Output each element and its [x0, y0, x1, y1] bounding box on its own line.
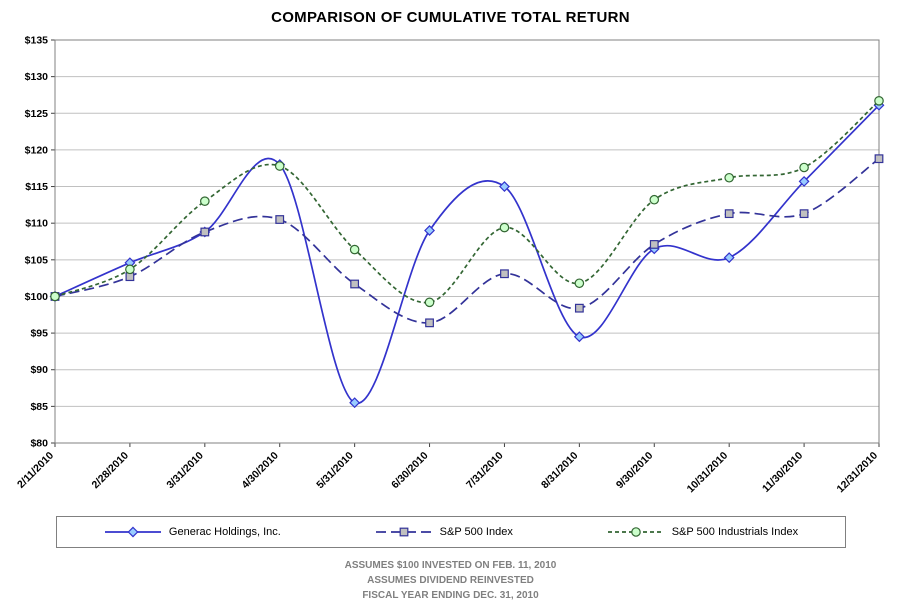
- y-tick-label: $105: [25, 254, 49, 266]
- y-tick-label: $130: [25, 71, 49, 83]
- legend-sample: [607, 527, 664, 537]
- legend-item-industrials: S&P 500 Industrials Index: [606, 525, 798, 539]
- chart-legend: Generac Holdings, Inc. S&P 500 Index S&P…: [55, 516, 846, 548]
- series-marker: [275, 215, 285, 224]
- series-marker: [50, 291, 60, 302]
- plot-border: [54, 39, 880, 444]
- series-marker: [798, 175, 810, 187]
- series-marker: [127, 526, 139, 538]
- chart-footnotes: ASSUMES $100 INVESTED ON FEB. 11, 2010 A…: [0, 558, 901, 603]
- y-tick-label: $100: [25, 291, 49, 303]
- series-marker: [425, 318, 434, 328]
- legend-item-sp500: S&P 500 Index: [374, 525, 513, 539]
- legend-label-sp500: S&P 500 Index: [439, 526, 513, 538]
- series-line: [54, 100, 880, 304]
- series-marker: [573, 331, 585, 343]
- footnote-line-2: ASSUMES DIVIDEND REINVESTED: [367, 575, 534, 586]
- x-tick-label: 9/30/2010: [614, 450, 656, 492]
- y-tick-label: $120: [25, 144, 49, 156]
- x-tick-label: 3/31/2010: [164, 450, 206, 492]
- y-tick-label: $95: [30, 328, 48, 340]
- legend-label-generac: Generac Holdings, Inc.: [168, 526, 281, 538]
- series-marker: [874, 154, 884, 164]
- series-marker: [200, 196, 210, 206]
- footnote-line-1: ASSUMES $100 INVESTED ON FEB. 11, 2010: [344, 560, 557, 571]
- chart-svg: $80 $85 $90 $95 $100 $105 $110 $115 $120 $125 $130…: [15, 35, 885, 496]
- series-marker: [399, 527, 409, 537]
- y-tick-label: $90: [30, 364, 48, 376]
- series-marker: [349, 397, 361, 409]
- x-tick-label: 10/31/2010: [685, 450, 731, 496]
- y-tick-label: $110: [25, 218, 48, 230]
- x-tick-label: 2/11/2010: [15, 450, 56, 491]
- series-marker: [799, 209, 809, 219]
- series-marker: [349, 244, 360, 255]
- y-tick-label: $135: [25, 35, 49, 47]
- chart-title: COMPARISON OF CUMULATIVE TOTAL RETURN: [271, 9, 630, 26]
- series-marker: [724, 172, 734, 183]
- legend-label-industrials: S&P 500 Industrials Index: [671, 526, 799, 538]
- series-marker: [424, 225, 435, 236]
- series-marker: [499, 181, 510, 192]
- series-marker: [424, 297, 435, 308]
- y-tick-label: $80: [30, 438, 48, 450]
- y-tick-label: $115: [25, 181, 48, 193]
- x-tick-label: 11/30/2010: [760, 450, 805, 495]
- series-marker: [200, 227, 210, 237]
- series-marker: [274, 161, 285, 171]
- series-marker: [350, 279, 360, 289]
- x-tick-label: 2/28/2010: [90, 450, 132, 492]
- series-marker: [724, 209, 734, 219]
- x-tick-label: 8/31/2010: [539, 450, 581, 492]
- legend-sample: [375, 527, 432, 537]
- y-tick-label: $85: [30, 401, 48, 413]
- y-tick-label: $125: [25, 108, 49, 120]
- x-tick-label: 5/31/2010: [314, 450, 356, 492]
- series-marker: [649, 240, 659, 249]
- series-marker: [499, 222, 510, 233]
- footnote-line-3: FISCAL YEAR ENDING DEC. 31, 2010: [362, 590, 539, 601]
- x-tick-label: 6/30/2010: [389, 450, 431, 492]
- series-marker: [125, 264, 135, 275]
- x-tick-label: 4/30/2010: [239, 450, 281, 492]
- series-marker: [799, 162, 809, 173]
- series-marker: [630, 527, 641, 537]
- series-marker: [574, 278, 585, 289]
- series-line: [54, 158, 880, 324]
- series-marker: [723, 252, 735, 264]
- series-marker: [649, 194, 660, 205]
- series-marker: [574, 303, 584, 313]
- series-marker: [500, 269, 509, 279]
- legend-sample: [104, 526, 161, 538]
- series-marker: [874, 96, 884, 106]
- legend-item-generac: Generac Holdings, Inc.: [103, 525, 281, 539]
- x-tick-label: 12/31/2010: [834, 450, 880, 496]
- x-tick-label: 7/31/2010: [464, 450, 506, 492]
